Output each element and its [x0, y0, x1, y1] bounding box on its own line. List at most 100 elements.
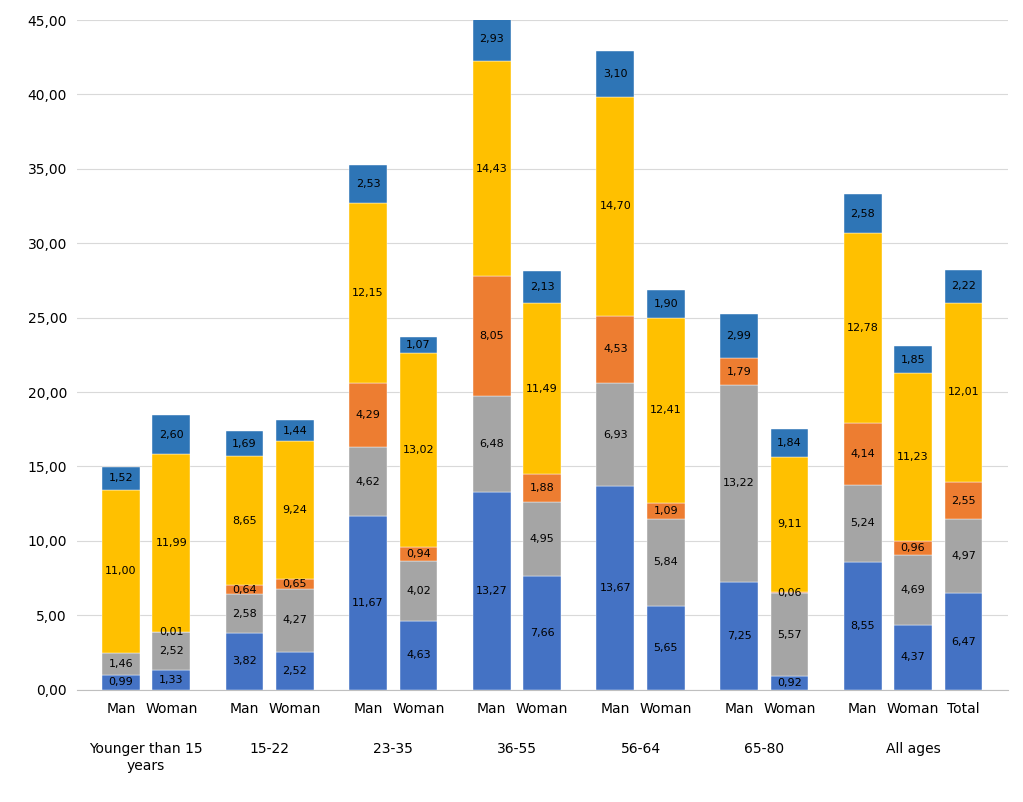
Text: 12,15: 12,15	[352, 288, 384, 298]
Bar	[473, 396, 510, 492]
Text: 4,29: 4,29	[356, 411, 381, 420]
Text: 1,33: 1,33	[160, 674, 183, 685]
Bar	[102, 675, 140, 690]
Text: 2,52: 2,52	[159, 646, 184, 656]
Text: 0,96: 0,96	[900, 543, 926, 553]
Text: 12,78: 12,78	[847, 322, 879, 333]
Bar	[152, 670, 190, 690]
Text: 11,49: 11,49	[526, 383, 559, 394]
Text: 7,25: 7,25	[726, 631, 751, 641]
Bar	[844, 562, 882, 690]
Bar	[349, 448, 387, 516]
Text: 5,84: 5,84	[654, 557, 678, 567]
Text: 13,27: 13,27	[476, 586, 507, 596]
Bar	[596, 383, 634, 486]
Bar	[844, 484, 882, 562]
Bar	[770, 676, 808, 690]
Bar	[894, 625, 932, 690]
Bar	[400, 353, 438, 547]
Text: 1,84: 1,84	[777, 438, 802, 448]
Bar	[349, 165, 387, 203]
Text: 2,58: 2,58	[232, 609, 257, 618]
Bar	[720, 581, 758, 690]
Bar	[770, 456, 808, 592]
Text: 5,57: 5,57	[777, 630, 802, 639]
Text: 4,63: 4,63	[406, 650, 431, 660]
Bar	[102, 654, 140, 675]
Text: 4,69: 4,69	[900, 585, 926, 595]
Text: 6,48: 6,48	[480, 439, 504, 449]
Text: 0,65: 0,65	[282, 579, 307, 589]
Bar	[226, 431, 263, 456]
Bar	[944, 303, 982, 481]
Bar	[844, 423, 882, 484]
Text: 11,00: 11,00	[105, 566, 137, 577]
Text: 3,82: 3,82	[232, 656, 257, 666]
Bar	[400, 338, 438, 353]
Text: 2,60: 2,60	[159, 430, 184, 439]
Bar	[349, 516, 387, 690]
Text: 2,22: 2,22	[951, 282, 976, 291]
Text: 0,64: 0,64	[232, 585, 257, 595]
Bar	[102, 489, 140, 654]
Bar	[102, 467, 140, 489]
Bar	[226, 456, 263, 585]
Text: 0,01: 0,01	[160, 627, 183, 638]
Bar	[226, 633, 263, 690]
Bar	[524, 271, 561, 303]
Text: 13,67: 13,67	[599, 583, 631, 593]
Text: 1,69: 1,69	[232, 439, 257, 448]
Text: 8,05: 8,05	[480, 331, 504, 341]
Bar	[349, 383, 387, 448]
Text: 4,97: 4,97	[951, 552, 976, 561]
Bar	[276, 652, 314, 690]
Bar	[596, 51, 634, 97]
Bar	[770, 592, 808, 593]
Text: 1,46: 1,46	[108, 659, 133, 669]
Text: 4,95: 4,95	[530, 534, 554, 544]
Bar	[720, 385, 758, 581]
Bar	[596, 486, 634, 690]
Bar	[944, 481, 982, 520]
Text: 15-22: 15-22	[250, 743, 290, 756]
Bar	[524, 303, 561, 474]
Text: 9,11: 9,11	[777, 520, 802, 529]
Text: 2,99: 2,99	[726, 331, 752, 341]
Bar	[276, 420, 314, 441]
Text: 0,06: 0,06	[777, 588, 802, 597]
Bar	[473, 276, 510, 396]
Text: 11,67: 11,67	[352, 597, 384, 608]
Text: 1,90: 1,90	[654, 298, 678, 309]
Text: 14,43: 14,43	[476, 164, 507, 174]
Bar	[400, 561, 438, 621]
Text: 0,99: 0,99	[108, 678, 133, 687]
Bar	[647, 503, 684, 519]
Text: 9,24: 9,24	[282, 505, 307, 515]
Text: 2,52: 2,52	[282, 666, 307, 676]
Bar	[770, 429, 808, 456]
Bar	[473, 18, 510, 61]
Text: 5,65: 5,65	[654, 642, 678, 653]
Bar	[647, 318, 684, 503]
Bar	[844, 233, 882, 423]
Bar	[944, 269, 982, 303]
Bar	[524, 474, 561, 502]
Text: 56-64: 56-64	[621, 743, 661, 756]
Text: 2,53: 2,53	[356, 179, 381, 188]
Text: 6,47: 6,47	[951, 637, 976, 646]
Text: 0,94: 0,94	[406, 549, 431, 559]
Text: 3,10: 3,10	[604, 69, 627, 79]
Bar	[524, 576, 561, 690]
Text: 1,09: 1,09	[654, 505, 678, 516]
Text: 2,58: 2,58	[850, 209, 875, 218]
Bar	[770, 593, 808, 676]
Text: 2,55: 2,55	[951, 496, 976, 505]
Text: 2,93: 2,93	[480, 34, 504, 44]
Text: 4,14: 4,14	[850, 448, 875, 459]
Text: 11,99: 11,99	[155, 538, 187, 548]
Text: 65-80: 65-80	[744, 743, 785, 756]
Bar	[596, 97, 634, 316]
Bar	[400, 621, 438, 690]
Text: 11,23: 11,23	[897, 452, 929, 462]
Bar	[524, 502, 561, 576]
